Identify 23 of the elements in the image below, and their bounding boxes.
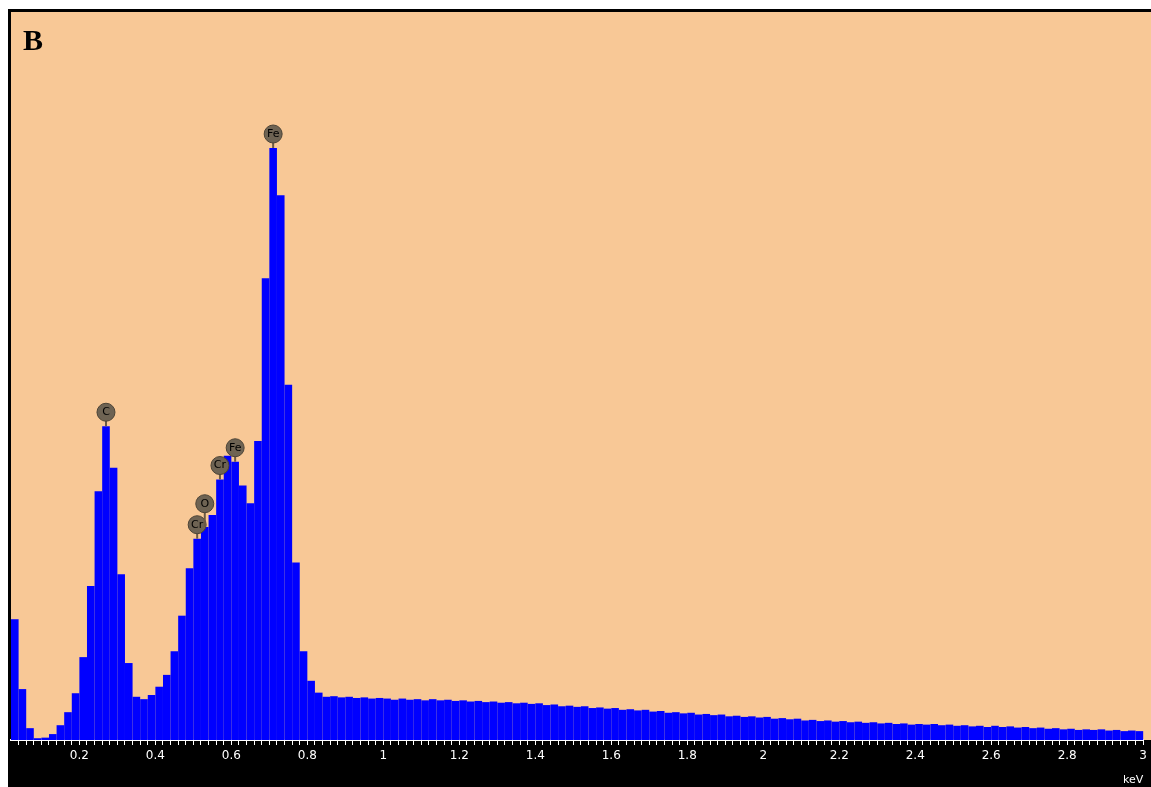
chart-title: B xyxy=(23,22,44,56)
annotation: Fe xyxy=(266,126,280,140)
x-tick-label: 2.8 xyxy=(1057,748,1077,763)
x-tick-label: 2 xyxy=(759,748,768,763)
annotation: O xyxy=(200,496,210,510)
x-tick-label: 1 xyxy=(379,748,388,763)
x-tick-label: 1.2 xyxy=(449,748,469,763)
x-tick-label: 2.2 xyxy=(829,748,849,763)
x-tick-label: 0.2 xyxy=(69,748,89,763)
x-axis-title: keV xyxy=(1122,773,1144,787)
x-tick-label: 0.6 xyxy=(221,748,241,763)
annotation: Fe xyxy=(228,440,242,454)
x-tick-label: 3 xyxy=(1139,748,1147,763)
x-tick-label: 0.4 xyxy=(145,748,165,763)
x-tick-label: 1.6 xyxy=(601,748,621,763)
x-tick-label: 0.8 xyxy=(297,748,317,763)
x-tick-label: 1.4 xyxy=(525,748,545,763)
x-tick-label: 2.6 xyxy=(981,748,1001,763)
x-tick-label: 1.8 xyxy=(677,748,697,763)
annotation: C xyxy=(102,405,111,419)
annotation: Cr xyxy=(213,458,227,472)
x-tick-label: 2.4 xyxy=(905,748,925,763)
annotation: Cr xyxy=(191,517,204,531)
